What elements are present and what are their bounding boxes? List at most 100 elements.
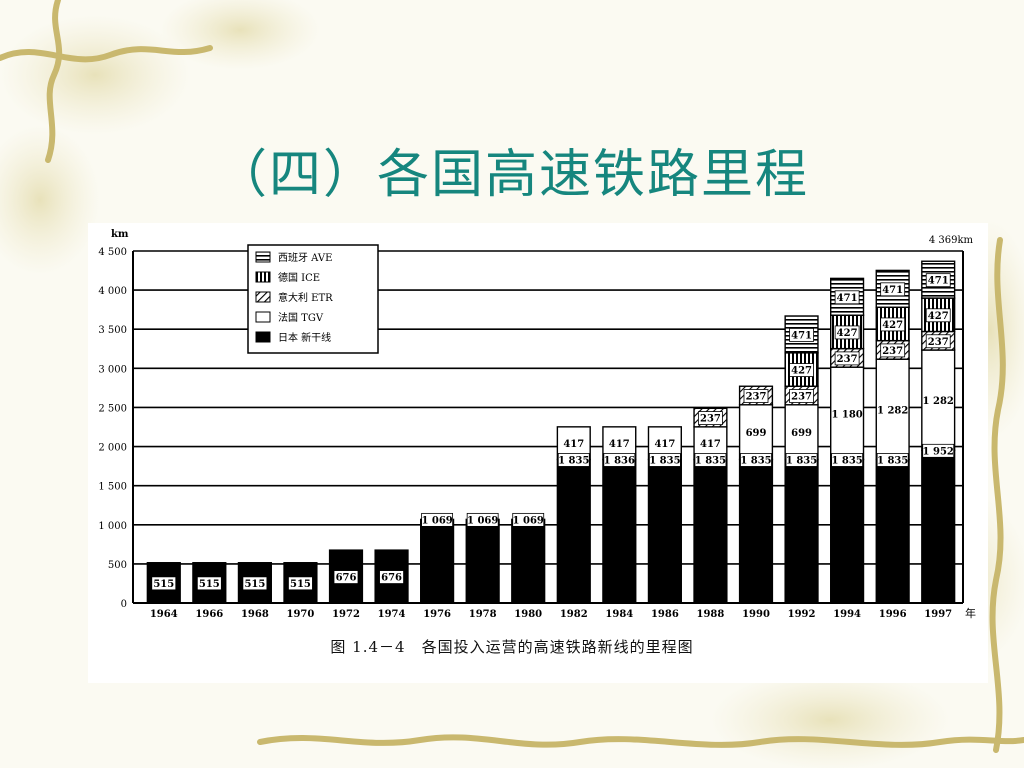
bar-segment <box>875 458 910 604</box>
data-label-box <box>698 411 723 425</box>
data-label: 417 <box>563 439 584 450</box>
data-label: 1 835 <box>786 455 817 466</box>
x-tick-label: 1996 <box>879 609 907 620</box>
x-tick-label: 1974 <box>378 609 406 620</box>
data-label: 237 <box>928 337 949 348</box>
data-label-box <box>834 351 860 366</box>
bar-segment <box>830 366 865 461</box>
x-tick-label: 1978 <box>469 609 497 620</box>
data-label-box <box>834 290 860 305</box>
y-tick-label: 4 000 <box>98 286 127 297</box>
data-label: 676 <box>336 573 357 584</box>
y-tick-label: 3 500 <box>98 325 127 336</box>
data-label-box <box>789 389 814 403</box>
data-label: 1 282 <box>877 405 908 416</box>
data-label: 699 <box>791 428 812 439</box>
data-label: 237 <box>837 354 858 365</box>
bar-segment <box>875 358 910 461</box>
x-tick-label: 1982 <box>560 609 588 620</box>
data-label-box <box>925 308 951 323</box>
vine-decoration <box>989 237 1006 753</box>
bar-segment <box>511 518 546 604</box>
data-label: 1 952 <box>923 446 954 457</box>
x-tick-label: 1970 <box>287 609 315 620</box>
data-label-box <box>151 576 177 591</box>
slide-title: （四）各国高速铁路里程 <box>214 145 809 205</box>
data-label-box <box>789 363 814 377</box>
figure-caption: 图 1.4－4 各国投入运营的高速铁路新线的里程图 <box>330 638 694 656</box>
x-tick-label: 1992 <box>788 609 816 620</box>
data-label: 1 836 <box>604 455 635 466</box>
data-label: 237 <box>791 392 812 403</box>
data-label: 1 069 <box>421 515 452 526</box>
data-label: 515 <box>244 579 265 590</box>
legend-swatch <box>255 311 271 323</box>
data-label-box <box>512 512 545 527</box>
data-label: 471 <box>791 330 812 341</box>
y-tick-label: 0 <box>121 599 127 610</box>
y-tick-label: 1 000 <box>98 521 127 532</box>
y-tick-label: 1 500 <box>98 482 127 493</box>
vine-decoration <box>0 45 213 63</box>
x-tick-label: 1976 <box>423 609 451 620</box>
data-label: 515 <box>199 579 220 590</box>
data-label-box <box>196 576 222 591</box>
y-tick-label: 2 500 <box>98 403 127 414</box>
total-annotation: 4 369km <box>929 235 974 246</box>
data-label-box <box>557 453 590 467</box>
data-label: 1 282 <box>923 396 954 407</box>
legend-label: 意大利 ETR <box>278 291 333 304</box>
data-label: 515 <box>153 579 174 590</box>
data-label-box <box>648 453 681 467</box>
data-label: 417 <box>609 439 630 450</box>
data-label-box <box>333 570 359 584</box>
data-label-box <box>880 317 906 332</box>
data-label: 676 <box>381 573 402 584</box>
y-tick-label: 4 500 <box>98 247 127 258</box>
data-label: 1 069 <box>513 515 544 526</box>
data-label: 427 <box>928 311 949 322</box>
data-label: 1 835 <box>877 455 908 466</box>
bar-segment <box>647 458 682 604</box>
data-label: 471 <box>882 285 903 296</box>
legend-label: 德国 ICE <box>278 271 320 284</box>
y-tick-label: 3 000 <box>98 364 127 375</box>
x-tick-label: 1968 <box>241 609 269 620</box>
data-label: 417 <box>700 439 721 450</box>
legend-swatch <box>255 331 271 343</box>
x-tick-label: 1980 <box>514 609 542 620</box>
bar-segment <box>602 458 637 604</box>
data-label-box <box>785 453 818 467</box>
bar-segment <box>738 458 774 604</box>
data-label-box <box>834 325 860 340</box>
data-label-box <box>925 334 951 349</box>
y-tick-label: 500 <box>108 560 127 571</box>
x-tick-label: 1988 <box>697 609 725 620</box>
data-label: 1 835 <box>740 455 771 466</box>
data-label: 1 835 <box>831 455 862 466</box>
data-label-box <box>242 576 268 591</box>
bar-segment <box>693 458 728 604</box>
blossom-decoration <box>0 125 100 275</box>
vine-decoration <box>257 734 1024 748</box>
x-tick-label: 1972 <box>332 609 360 620</box>
data-label-box <box>603 453 636 467</box>
data-label: 1 835 <box>695 455 726 466</box>
data-label: 237 <box>700 414 721 425</box>
x-tick-label: 1986 <box>651 609 679 620</box>
data-label: 427 <box>882 320 903 331</box>
legend-label: 西班牙 AVE <box>278 252 332 264</box>
mileage-chart: km 0 500 1 000 1 500 2 000 2 500 3 000 3 500 4 00… <box>98 229 976 620</box>
data-label: 699 <box>746 428 767 439</box>
legend-swatch <box>255 291 271 303</box>
data-label-box <box>466 512 499 527</box>
data-label-box <box>740 453 772 467</box>
data-label-box <box>379 570 404 584</box>
blossom-decoration <box>710 670 950 768</box>
chart-figure: km 0 500 1 000 1 500 2 000 2 500 3 000 3 500 4 00… <box>88 223 988 683</box>
bar-segment <box>830 458 865 604</box>
y-axis-unit: km <box>111 229 129 240</box>
data-label: 1 180 <box>831 409 862 420</box>
data-label: 1 069 <box>467 515 498 526</box>
x-tick-label: 1997 <box>924 609 952 620</box>
